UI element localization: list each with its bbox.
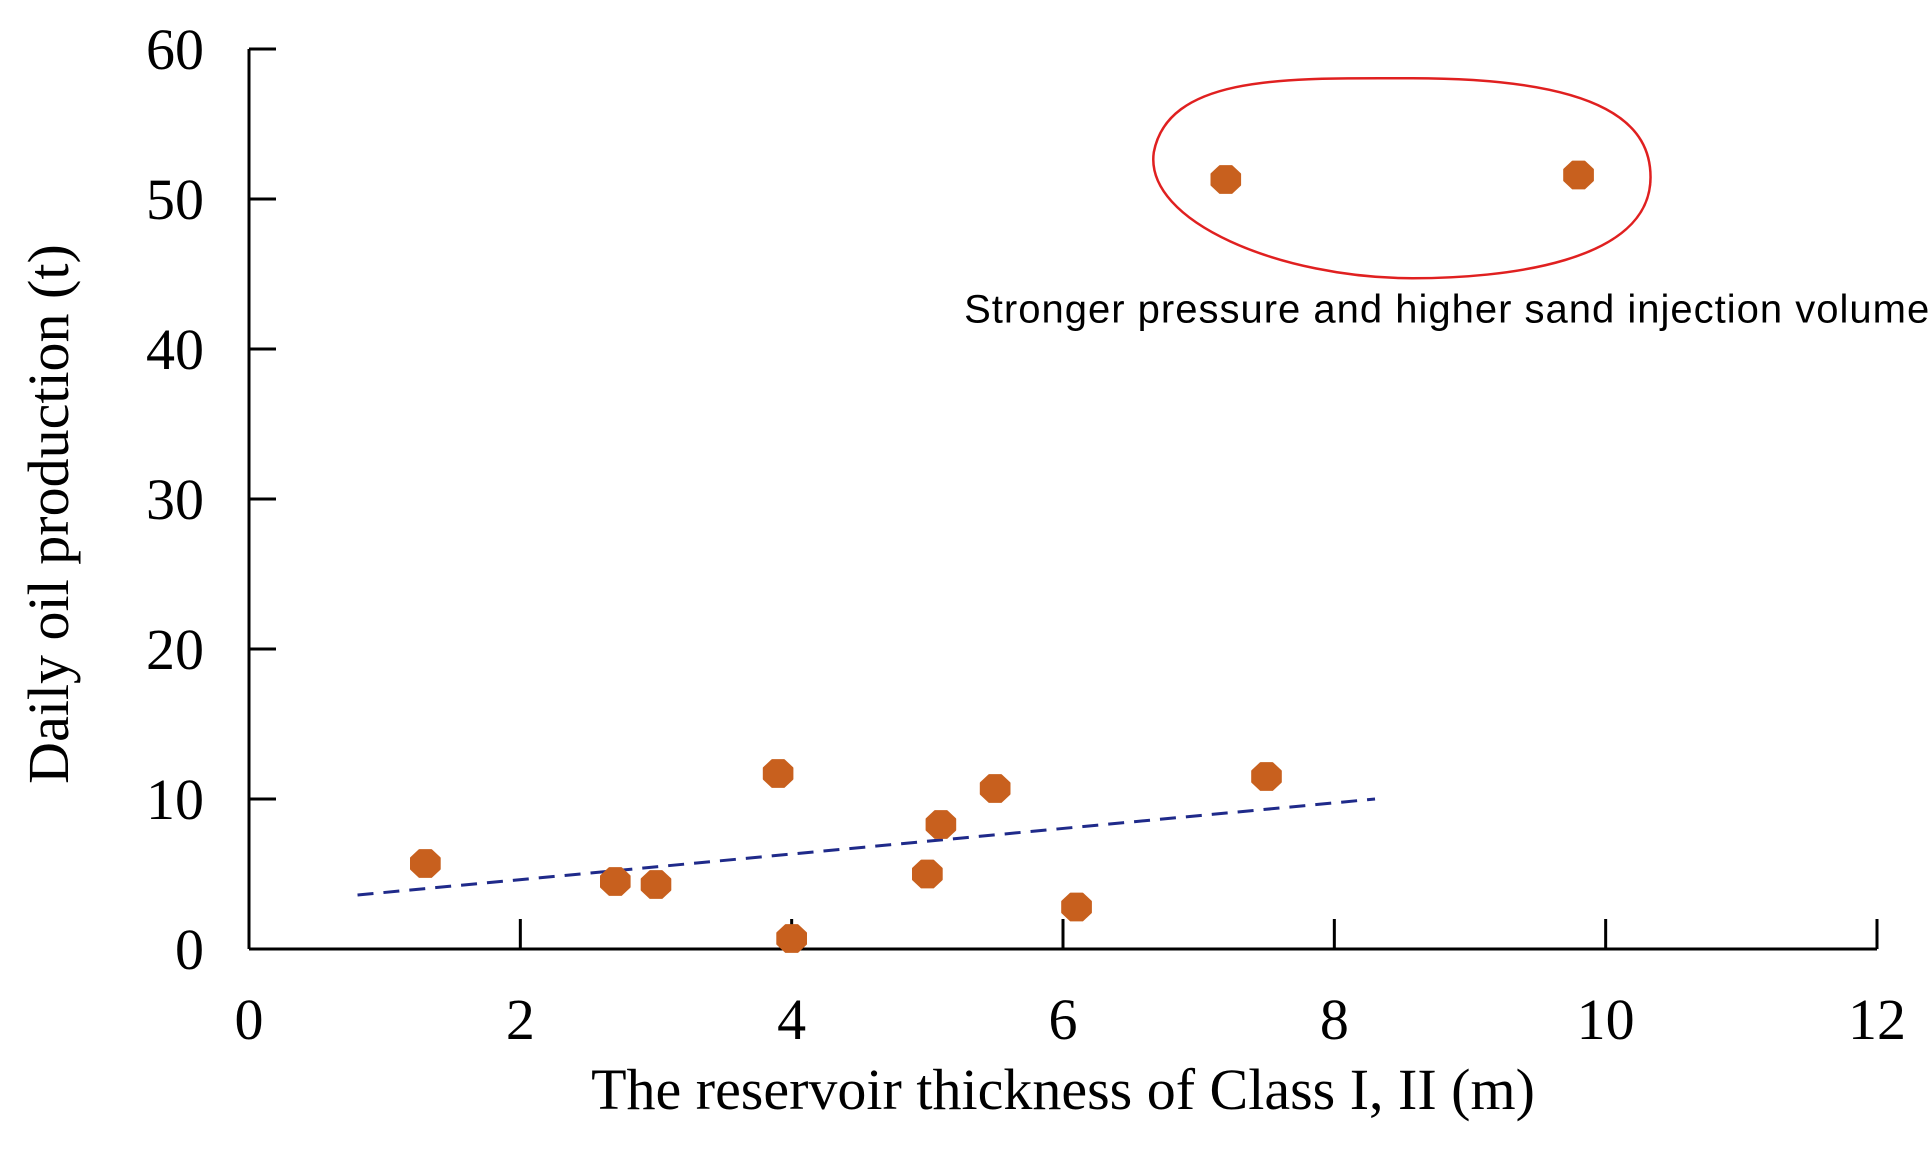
y-tick-label: 10	[146, 767, 204, 832]
x-tick-label: 10	[1577, 987, 1635, 1052]
data-point	[925, 810, 957, 839]
y-axis-ticks: 0 10 20 30 40 50 60	[146, 17, 276, 982]
axes: 0 2 4 6 8 10 12 0 10 20 30 40 50 60	[146, 17, 1906, 1052]
x-tick-label: 12	[1848, 987, 1906, 1052]
data-point	[640, 870, 672, 899]
data-point	[912, 859, 943, 889]
data-point	[762, 759, 794, 788]
y-tick-label: 20	[146, 617, 204, 682]
x-tick-label: 2	[506, 987, 535, 1052]
data-point	[1563, 160, 1594, 190]
data-point	[1210, 165, 1242, 194]
y-tick-label: 40	[146, 317, 204, 382]
trend-line	[357, 797, 1376, 897]
x-tick-label: 4	[777, 987, 806, 1052]
data-point	[776, 924, 807, 953]
y-tick-label: 0	[175, 917, 204, 982]
x-tick-label: 8	[1320, 987, 1349, 1052]
highlight-ellipse	[1152, 76, 1652, 280]
x-tick-label: 6	[1049, 987, 1078, 1052]
annotation-label: Stronger pressure and higher sand inject…	[964, 287, 1930, 331]
x-axis-title: The reservoir thickness of Class I, II (…	[591, 1057, 1535, 1122]
data-point	[1061, 892, 1092, 922]
data-point	[1251, 762, 1282, 791]
y-tick-label: 60	[146, 17, 204, 82]
x-tick-label: 0	[235, 987, 264, 1052]
data-point	[410, 849, 441, 878]
y-axis-title: Daily oil production (t)	[16, 244, 81, 784]
x-axis-ticks: 0 2 4 6 8 10 12	[235, 919, 1906, 1052]
data-points	[410, 160, 1594, 953]
data-point	[979, 774, 1011, 803]
y-tick-label: 30	[146, 467, 204, 532]
data-point	[600, 867, 631, 896]
y-tick-label: 50	[146, 167, 204, 232]
